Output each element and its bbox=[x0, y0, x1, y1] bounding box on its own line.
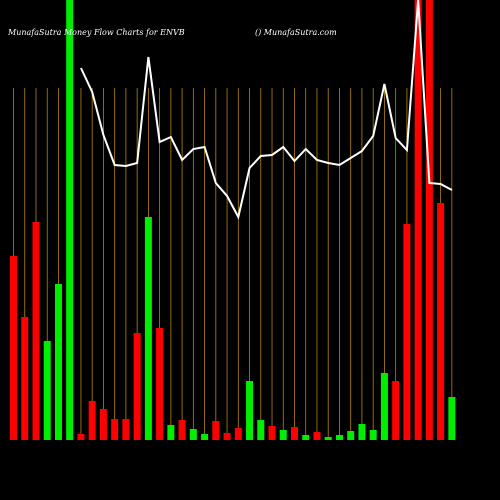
bar bbox=[144, 217, 152, 440]
bar bbox=[392, 381, 400, 440]
bar bbox=[291, 427, 298, 440]
bar bbox=[414, 0, 422, 440]
bar bbox=[178, 420, 186, 440]
chart-subtitle: () MunafaSutra.com bbox=[255, 28, 337, 37]
bar bbox=[313, 432, 321, 440]
chart-title: MunafaSutra Money Flow Charts for ENVB bbox=[7, 28, 185, 37]
bar bbox=[324, 437, 332, 440]
bar bbox=[268, 426, 276, 440]
bar bbox=[212, 421, 220, 440]
bar bbox=[10, 256, 17, 440]
bar bbox=[32, 222, 40, 440]
bar bbox=[380, 373, 388, 440]
bar bbox=[54, 284, 62, 440]
bars bbox=[10, 0, 456, 440]
bar bbox=[21, 317, 29, 440]
money-flow-line bbox=[80, 0, 453, 220]
line-layer bbox=[80, 0, 453, 220]
bar bbox=[167, 425, 175, 440]
bar bbox=[66, 0, 74, 440]
bar bbox=[234, 428, 242, 440]
bar bbox=[335, 435, 343, 440]
bar bbox=[279, 430, 287, 440]
bar bbox=[358, 424, 366, 440]
bar bbox=[347, 431, 355, 440]
bar bbox=[448, 397, 456, 440]
bar bbox=[43, 341, 51, 440]
bar bbox=[111, 419, 119, 440]
bar bbox=[437, 203, 445, 440]
bar bbox=[88, 401, 96, 440]
bar bbox=[201, 434, 209, 440]
bar bbox=[189, 429, 197, 440]
bar bbox=[77, 434, 85, 440]
bar bbox=[403, 224, 411, 440]
bar bbox=[302, 435, 310, 440]
bar bbox=[257, 420, 265, 440]
bar bbox=[369, 430, 377, 440]
bar bbox=[122, 419, 130, 440]
bar bbox=[246, 381, 254, 440]
bar bbox=[156, 328, 164, 440]
bar bbox=[99, 409, 107, 440]
bar bbox=[223, 433, 231, 440]
bar bbox=[133, 333, 141, 440]
bar bbox=[425, 0, 433, 440]
